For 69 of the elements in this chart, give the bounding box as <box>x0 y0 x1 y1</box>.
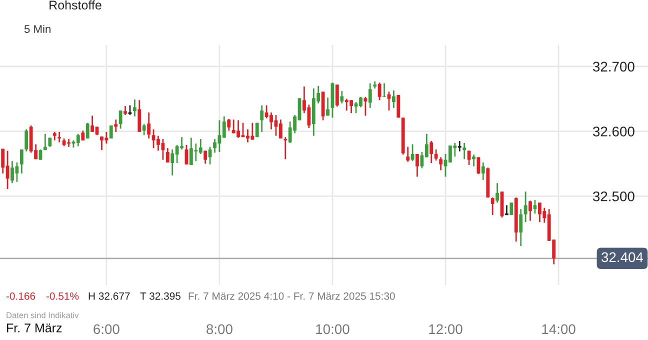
text: Fr. 7 März <box>7 324 62 332</box>
candlestick <box>204 150 208 164</box>
candlestick <box>147 112 151 140</box>
x-tick-label: 10:00 <box>316 324 350 334</box>
candlestick <box>519 208 523 247</box>
candlestick <box>138 99 142 133</box>
candlestick <box>496 182 499 204</box>
candlestick <box>406 146 410 162</box>
candlestick <box>81 130 85 142</box>
candlestick <box>20 148 24 174</box>
candlestick <box>132 98 136 118</box>
candlestick <box>114 118 118 133</box>
candlestick <box>364 96 368 116</box>
text: 5 Min <box>24 24 50 33</box>
candlestick <box>510 202 514 216</box>
candlestick <box>124 105 127 116</box>
candlestick <box>392 90 396 109</box>
candlestick <box>58 131 62 143</box>
candlestick <box>340 90 344 104</box>
chart-title: Rohstoffe <box>50 0 102 10</box>
x-tick-label: 8:00 <box>206 324 232 334</box>
candlestick <box>524 190 528 223</box>
candlestick <box>504 204 510 216</box>
candlestick <box>410 144 414 162</box>
candlestick <box>382 82 386 98</box>
candlestick <box>76 133 80 147</box>
candlestick <box>368 82 372 109</box>
text: Fr. 7 März 2025 4:10 - Fr. 7 März 2025 15:30 <box>188 292 395 300</box>
candlestick <box>44 133 47 151</box>
ref-line-label: 32.404 <box>602 252 644 262</box>
y-tick-label: 32.600 <box>592 126 634 136</box>
candlestick <box>326 96 330 116</box>
x-tick-label: 6:00 <box>94 324 120 334</box>
candlestick <box>166 147 170 164</box>
candlestick <box>227 118 231 132</box>
candlestick <box>533 199 537 214</box>
candlestick <box>439 156 442 171</box>
candlestick <box>528 200 532 222</box>
candlestick <box>416 153 419 178</box>
text: -0.51% <box>46 292 79 300</box>
candlestick <box>430 140 434 164</box>
candlestick <box>490 196 494 216</box>
candlestick <box>457 140 462 152</box>
candlestick <box>109 124 113 140</box>
candlestick <box>278 118 282 140</box>
candlestick <box>38 148 42 161</box>
candlestick <box>335 84 339 108</box>
candlestick <box>481 162 485 181</box>
candlestick <box>1 148 5 174</box>
text: -0.166 <box>6 292 36 300</box>
candlestick <box>378 82 382 101</box>
y-tick-label: 32.500 <box>592 191 634 202</box>
x-tick-label: 12:00 <box>429 324 462 334</box>
candlestick <box>472 154 476 167</box>
candlestick <box>24 128 28 152</box>
candlestick <box>476 156 480 175</box>
candlestick <box>86 122 90 140</box>
candlestick <box>118 110 122 130</box>
candlestick <box>434 148 438 162</box>
text: H 32.677 <box>88 292 130 300</box>
candlestick <box>142 123 146 136</box>
text: T 32.395 <box>140 292 180 300</box>
text: Daten sind Indikativ <box>6 312 79 318</box>
candlestick <box>467 150 471 166</box>
candlestick <box>462 142 466 160</box>
candlestick <box>260 104 264 133</box>
candlestick <box>284 136 288 160</box>
x-tick-label: 14:00 <box>542 324 576 334</box>
y-tick-label: 32.700 <box>592 62 634 72</box>
